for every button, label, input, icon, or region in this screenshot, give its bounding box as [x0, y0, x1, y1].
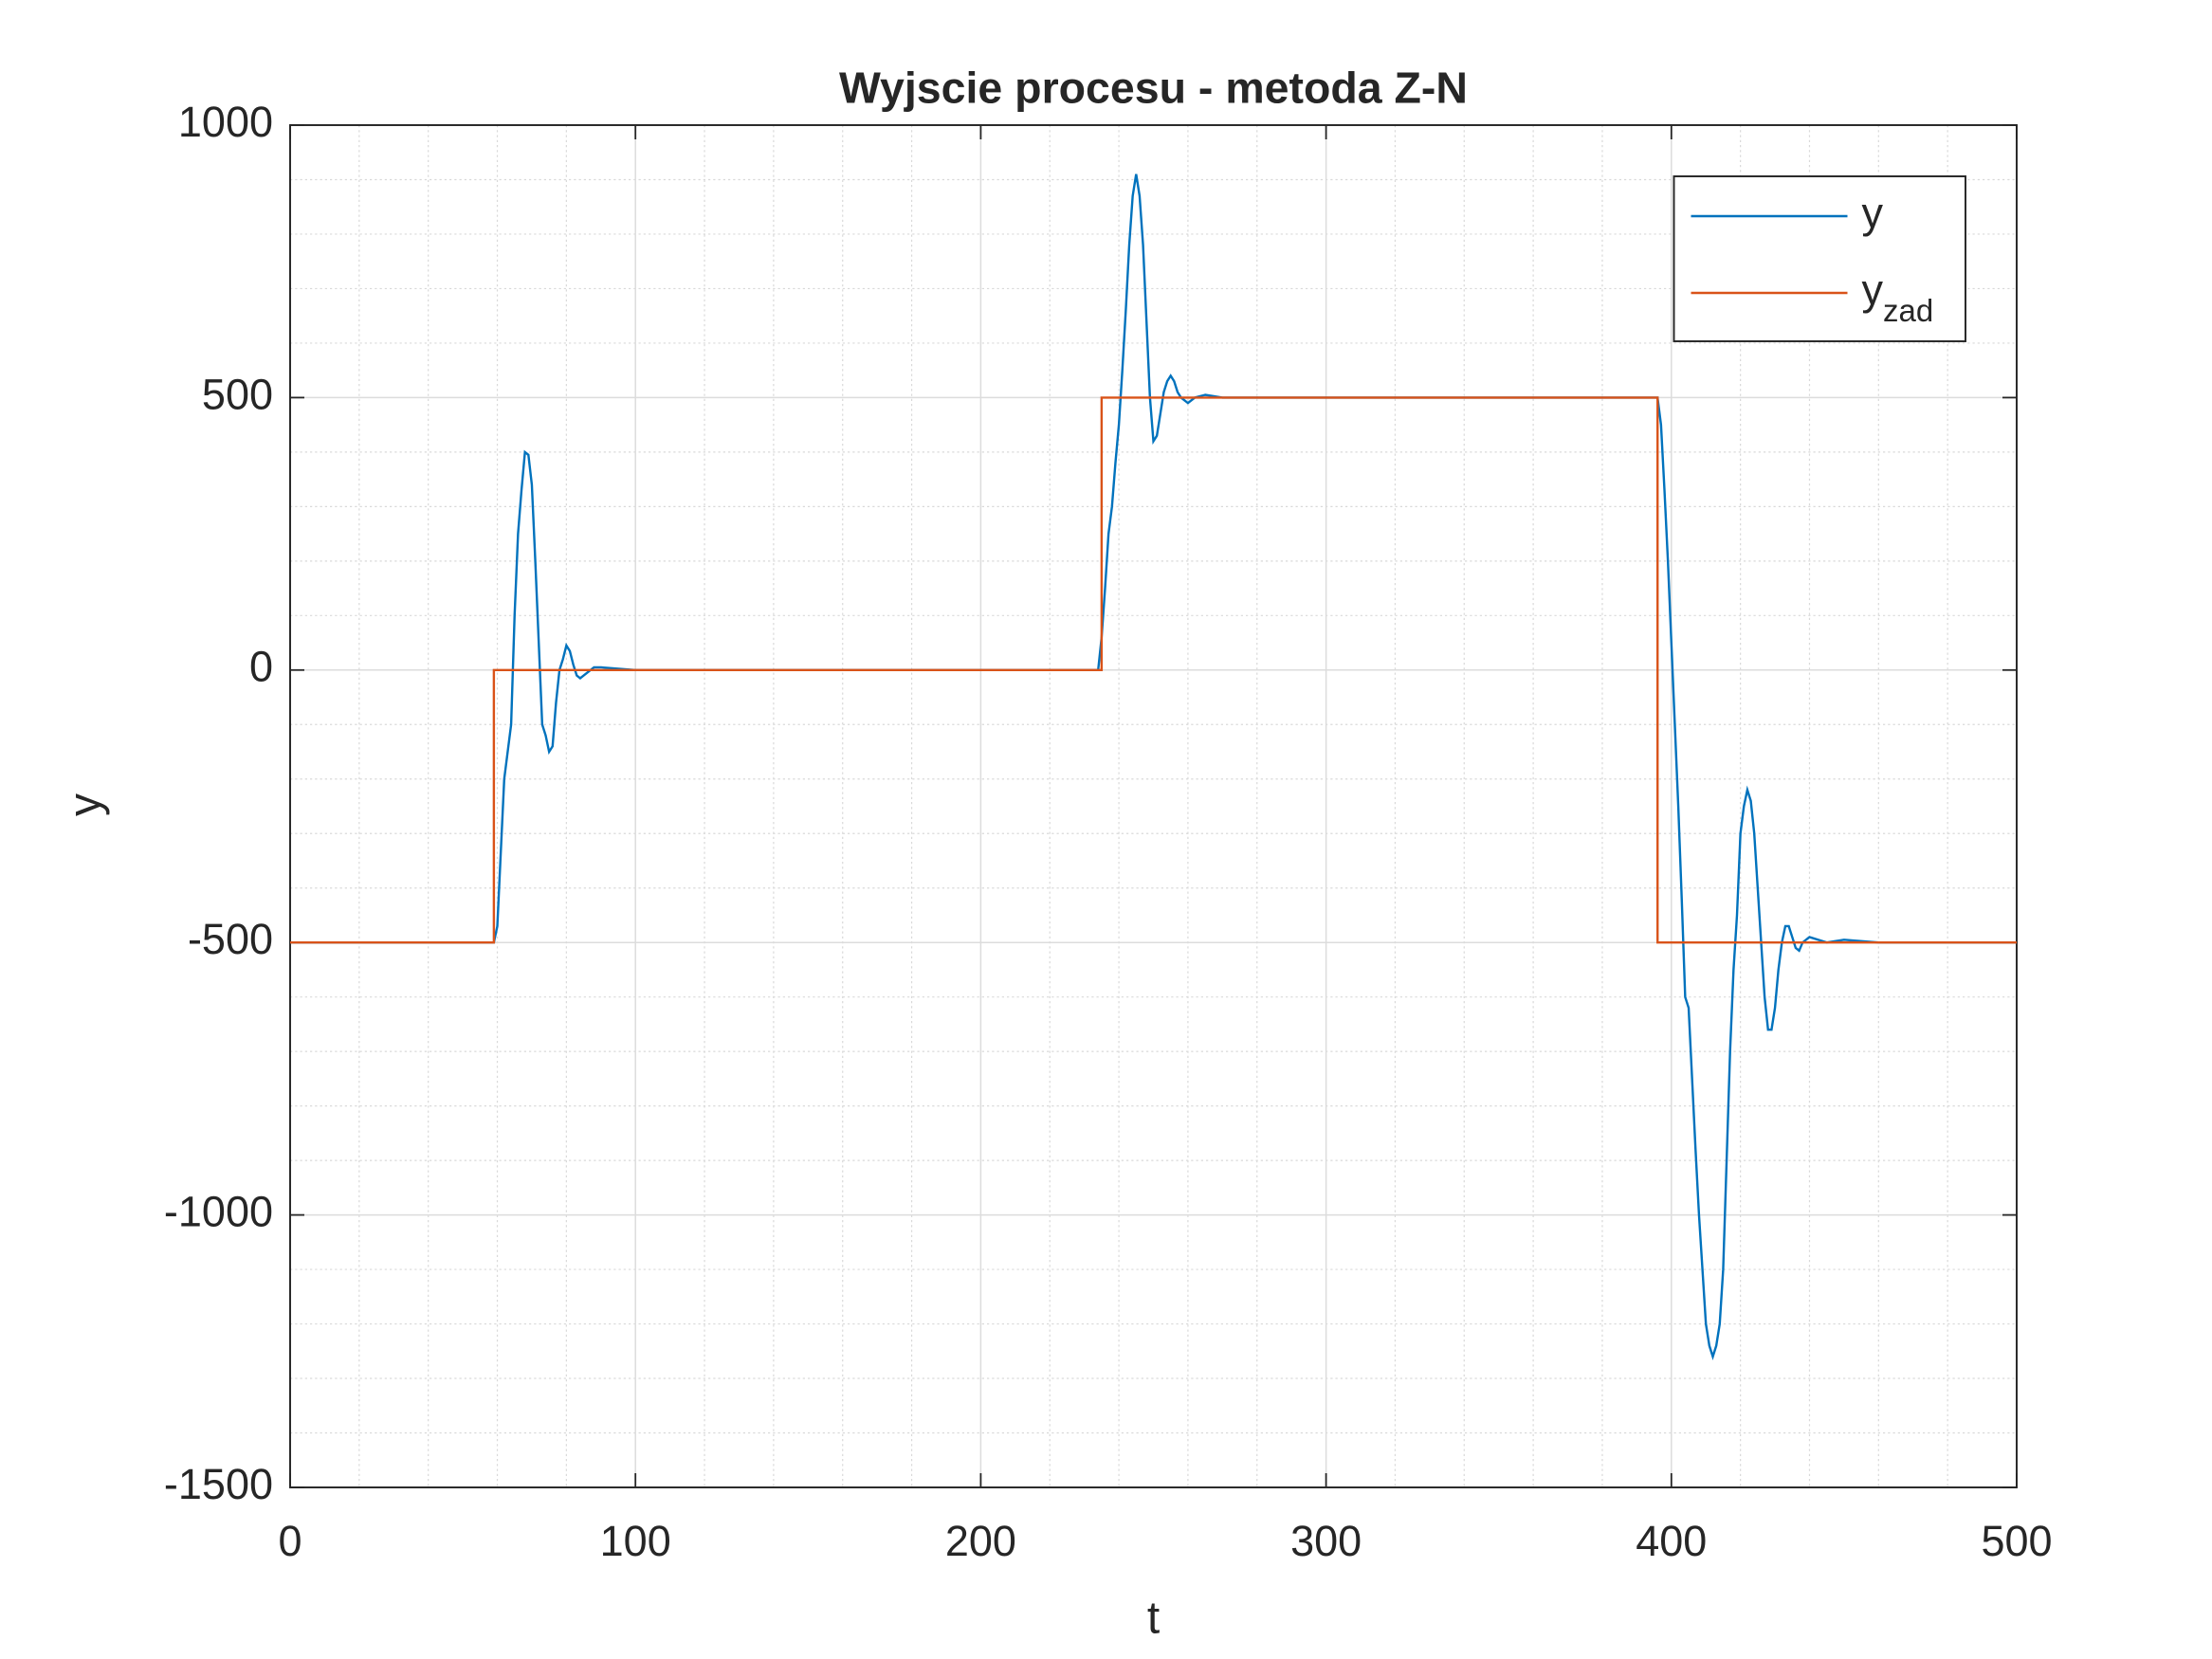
legend-label: y	[1862, 189, 1884, 237]
y-tick-label: -500	[188, 915, 273, 963]
data-line	[290, 396, 2017, 944]
y-tick-label: 500	[202, 370, 273, 418]
x-tick-label: 200	[945, 1517, 1016, 1565]
legend-label-text: y	[1862, 265, 1884, 314]
chart-title: Wyjscie procesu - metoda Z-N	[839, 63, 1468, 112]
y-tick-label: -1000	[164, 1187, 273, 1235]
y-tick-label: 1000	[178, 98, 273, 146]
legend-label-text: y	[1862, 189, 1884, 237]
legend-label-subscript: zad	[1883, 293, 1933, 328]
x-axis-label: t	[1147, 1594, 1160, 1644]
y-tick-label: 0	[249, 643, 273, 691]
plot-frame	[289, 124, 2018, 1488]
legend-box	[1673, 175, 1966, 342]
x-tick-label: 0	[278, 1517, 302, 1565]
x-tick-label: 500	[1981, 1517, 2052, 1565]
legend-label: yzad	[1862, 265, 1934, 328]
y-tick-label: -1500	[164, 1460, 273, 1508]
x-tick-label: 300	[1290, 1517, 1362, 1565]
x-tick-label: 100	[600, 1517, 671, 1565]
y-axis-label: y	[61, 793, 111, 816]
x-tick-label: 400	[1636, 1517, 1707, 1565]
